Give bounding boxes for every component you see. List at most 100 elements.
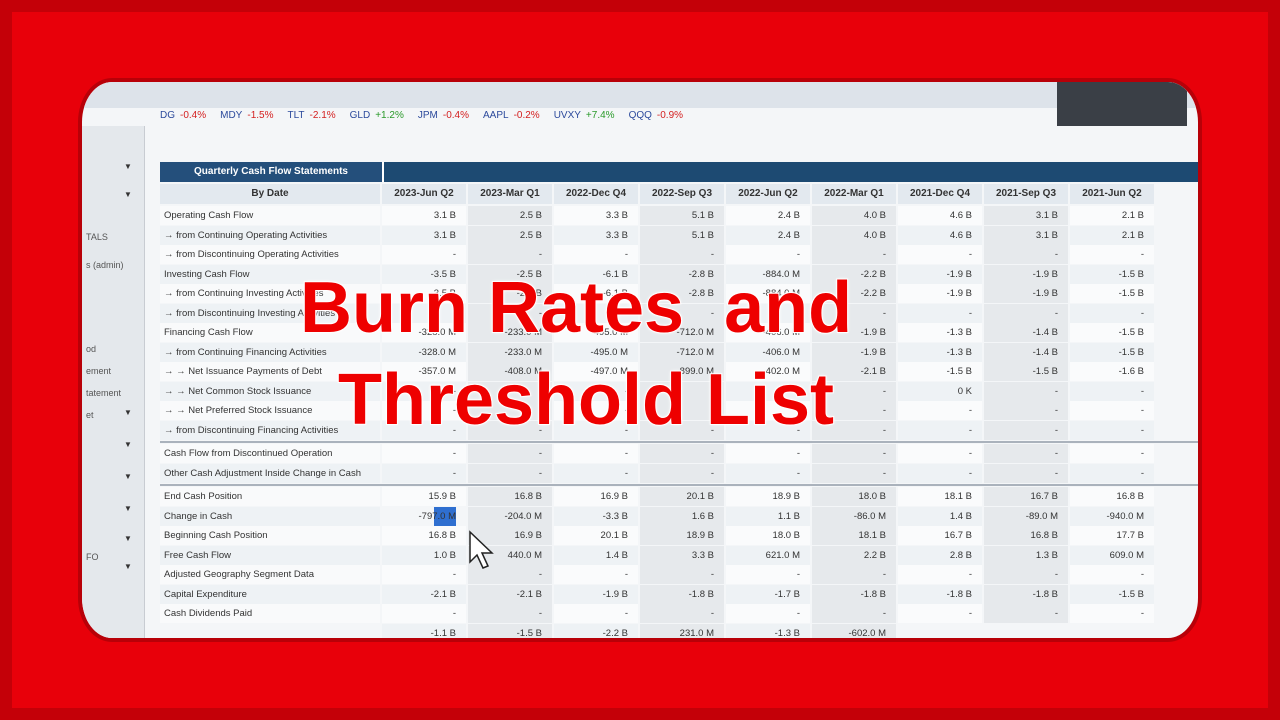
table-cell: -1.5 B — [984, 362, 1068, 381]
table-cell: - — [726, 444, 810, 463]
ticker-symbol: JPM — [417, 110, 438, 121]
table-cell: -2.8 B — [640, 264, 724, 284]
table-cell: - — [726, 401, 810, 420]
ticker-change: -0.9% — [656, 110, 684, 121]
ticker-change: -0.2% — [513, 110, 540, 121]
table-cell: - — [812, 463, 896, 483]
table-cell: 15.9 B — [382, 487, 466, 506]
table-cell: -1.3 B — [898, 323, 982, 342]
sidebar-arrow: ▼ — [124, 190, 132, 199]
row-label: → from Continuing Financing Activities — [160, 342, 380, 362]
table-cell: - — [984, 444, 1068, 463]
ticker-change: +1.2% — [375, 110, 404, 121]
table-cell: 4.6 B — [898, 206, 982, 225]
row-label: → from Continuing Operating Activities — [160, 225, 380, 245]
table-cell: -2.1 B — [382, 584, 466, 604]
browser-bar — [82, 82, 1198, 108]
ticker-symbol: QQQ — [628, 110, 652, 121]
row-label: Change in Cash — [160, 506, 380, 526]
table-cell: - — [898, 245, 982, 264]
sidebar-item: od — [86, 344, 97, 354]
table-cell: - — [984, 245, 1068, 264]
table-cell: - — [984, 303, 1068, 323]
table-cell: -1.8 B — [640, 584, 724, 604]
table-cell: 231.0 M — [640, 623, 724, 638]
table-cell: -406.0 M — [726, 342, 810, 362]
table-cell: 2.8 B — [898, 545, 982, 565]
table-cell: - — [468, 444, 552, 463]
table-cell: - — [1070, 463, 1154, 483]
table-cell: - — [640, 420, 724, 440]
table-cell: 2.4 B — [726, 206, 810, 225]
table-cell: 16.9 B — [554, 487, 638, 506]
table-cell: - — [1070, 444, 1154, 463]
table-cell: - — [812, 303, 896, 323]
table-cell: - — [554, 381, 638, 401]
table-cell: -3.5 B — [382, 284, 466, 303]
table-cell: 1.4 B — [898, 506, 982, 526]
table-cell: - — [382, 420, 466, 440]
table-cell: 3.3 B — [554, 206, 638, 225]
column-header: 2022-Dec Q4 — [554, 184, 638, 204]
row-label: → → Net Issuance Payments of Debt — [160, 362, 380, 381]
table-title-bar: Quarterly Cash Flow Statements — [160, 162, 1198, 182]
table-cell: -2.1 B — [812, 362, 896, 381]
table-cell: -1.9 B — [554, 584, 638, 604]
mouse-cursor — [469, 530, 494, 569]
row-label: Other Cash Adjustment Inside Change in C… — [160, 463, 380, 483]
ticker-change: +7.4% — [585, 110, 615, 121]
table-cell: - — [726, 303, 810, 323]
table-cell: - — [554, 420, 638, 440]
table-cell: -495.0 M — [554, 342, 638, 362]
table-cell: -1.9 B — [812, 342, 896, 362]
table-cell: -1.7 B — [726, 584, 810, 604]
column-header: 2023-Jun Q2 — [382, 184, 466, 204]
table-cell: -1.8 B — [898, 584, 982, 604]
table-cell: 20.1 B — [640, 487, 724, 506]
table-cell: 1.4 B — [554, 545, 638, 565]
table-cell: - — [1070, 420, 1154, 440]
table-cell: 3.1 B — [984, 225, 1068, 245]
sidebar-item: et — [86, 410, 94, 420]
table-cell: 3.1 B — [382, 225, 466, 245]
table-cell: 1.6 B — [640, 506, 724, 526]
table-cell: - — [812, 444, 896, 463]
row-label: → from Discontinuing Investing Activitie… — [160, 303, 380, 323]
table-cell: - — [382, 381, 466, 401]
table-cell: - — [554, 463, 638, 483]
row-label: End Cash Position — [160, 487, 380, 506]
ticker-symbol: TLT — [287, 110, 305, 121]
table-cell: - — [898, 420, 982, 440]
table-cell: 16.9 B — [468, 526, 552, 545]
table-cell: -408.0 M — [468, 362, 552, 381]
table-cell: - — [726, 604, 810, 623]
table-cell: 16.8 B — [1070, 487, 1154, 506]
section-separator — [160, 441, 1198, 443]
table-cell: -940.0 M — [1070, 506, 1154, 526]
table-cell: -1.9 B — [812, 323, 896, 342]
table-cell: - — [554, 245, 638, 264]
overlay-title: Burn Rates and Threshold List — [299, 262, 1000, 446]
table-cell: 4.6 B — [898, 225, 982, 245]
table-cell: - — [898, 303, 982, 323]
table-cell: -3.3 B — [554, 506, 638, 526]
column-header: 2022-Sep Q3 — [640, 184, 724, 204]
table-cell: - — [554, 444, 638, 463]
table-cell: - — [984, 463, 1068, 483]
column-header: 2023-Mar Q1 — [468, 184, 552, 204]
column-header: 2021-Dec Q4 — [898, 184, 982, 204]
sidebar-arrow: ▼ — [124, 440, 132, 449]
table-cell: -495.0 M — [554, 323, 638, 342]
ticker-symbol: UVXY — [553, 110, 581, 121]
table-cell: -3.5 B — [382, 264, 466, 284]
table-cell: -497.0 M — [554, 362, 638, 381]
table-cell: - — [382, 245, 466, 264]
sidebar-item: s (admin) — [86, 260, 124, 270]
sidebar-arrow: ▼ — [124, 472, 132, 481]
table-cell: - — [554, 401, 638, 420]
table-cell: - — [812, 245, 896, 264]
table-cell: - — [640, 565, 724, 584]
table-cell: - — [640, 604, 724, 623]
table-cell: -1.8 B — [984, 584, 1068, 604]
